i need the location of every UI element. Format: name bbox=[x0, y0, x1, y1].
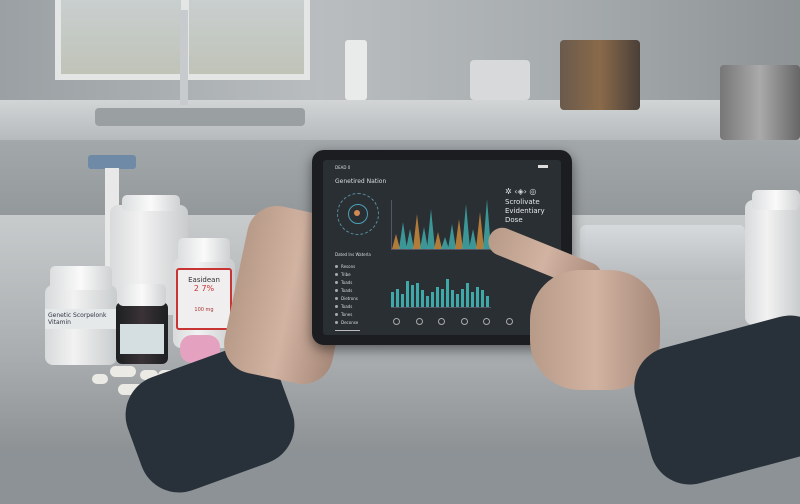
list-item-label: Toads bbox=[341, 287, 353, 293]
list-item[interactable]: Deconse bbox=[335, 318, 375, 326]
list-item[interactable]: Dietrons bbox=[335, 294, 375, 302]
bar bbox=[481, 290, 484, 307]
bar bbox=[476, 286, 479, 307]
peak bbox=[483, 199, 491, 249]
toaster bbox=[470, 60, 530, 100]
bottle-cap bbox=[122, 195, 180, 211]
peak bbox=[476, 212, 484, 249]
side-label: Dose bbox=[505, 216, 523, 224]
sink bbox=[95, 108, 305, 126]
peak bbox=[462, 204, 470, 249]
progress-line bbox=[335, 330, 360, 331]
bar bbox=[441, 288, 444, 307]
bar bbox=[451, 290, 454, 307]
list-item-label: Deconse bbox=[341, 319, 359, 325]
list-item-label: Tribe bbox=[341, 271, 351, 277]
control-button[interactable] bbox=[505, 318, 513, 325]
list-item[interactable]: Tones bbox=[335, 310, 375, 318]
bottles-background bbox=[560, 40, 640, 110]
bar bbox=[421, 290, 424, 307]
list-item-label: Toads bbox=[341, 279, 353, 285]
list-item[interactable]: Toads bbox=[335, 286, 375, 294]
razor-head bbox=[88, 155, 136, 169]
pill bbox=[118, 384, 144, 395]
bottle-dose: 2 7% bbox=[193, 284, 215, 293]
bar bbox=[406, 281, 409, 307]
list-item[interactable]: Tribe bbox=[335, 270, 375, 278]
gear-icon[interactable]: ✲ ‹◈› ◎ bbox=[505, 187, 537, 196]
bar bbox=[391, 292, 394, 307]
network-graph bbox=[337, 193, 379, 235]
bar bbox=[416, 282, 419, 307]
peak bbox=[448, 224, 456, 249]
bottle-cap bbox=[50, 266, 112, 290]
bottle-right bbox=[745, 200, 800, 325]
bottle-label: Genetic Scorpelonk Vitamin bbox=[45, 309, 117, 330]
peak bbox=[413, 214, 421, 249]
control-row bbox=[393, 318, 513, 325]
peak bbox=[434, 232, 442, 249]
control-button[interactable] bbox=[483, 318, 491, 325]
peak bbox=[420, 227, 428, 249]
list-item[interactable]: Toads bbox=[335, 302, 375, 310]
bottle-brand: Easidean bbox=[188, 276, 220, 284]
list-item-label: Toads bbox=[341, 303, 353, 309]
bar bbox=[466, 282, 469, 307]
peak bbox=[469, 229, 477, 249]
bar bbox=[446, 279, 449, 307]
peak bbox=[455, 219, 463, 249]
status-text: DEAD 0 bbox=[335, 165, 351, 170]
pill bbox=[92, 374, 108, 384]
dark-bottle bbox=[116, 302, 168, 364]
peak bbox=[392, 234, 400, 249]
bar bbox=[396, 288, 399, 307]
side-label: Scrolivate bbox=[505, 198, 540, 206]
pill bbox=[140, 370, 158, 380]
bottle-cap bbox=[178, 238, 230, 262]
peak bbox=[399, 222, 407, 249]
control-button[interactable] bbox=[393, 318, 400, 325]
bottle-left: Genetic Scorpelonk Vitamin bbox=[45, 285, 117, 365]
bar bbox=[471, 292, 474, 307]
bar bbox=[456, 294, 459, 307]
control-button[interactable] bbox=[415, 318, 423, 325]
bar bbox=[431, 292, 434, 307]
peak bbox=[427, 209, 435, 249]
list-item-label: Tones bbox=[341, 311, 353, 317]
paper-towel bbox=[345, 40, 367, 100]
side-label: Evidentiary bbox=[505, 207, 545, 215]
peak bbox=[406, 229, 414, 249]
peak bbox=[441, 237, 449, 249]
bar bbox=[486, 295, 489, 307]
bar bbox=[411, 284, 414, 307]
list-item-label: Resons bbox=[341, 263, 356, 269]
faucet bbox=[180, 10, 188, 105]
pill bbox=[110, 366, 136, 377]
bottle-cap bbox=[752, 190, 800, 210]
bottle-sub: 100 mg bbox=[194, 307, 214, 313]
list-item[interactable]: Toads bbox=[335, 278, 375, 286]
dashboard-title: Genetired Nation bbox=[335, 178, 387, 185]
red-label-bottle: Easidean 2 7% 100 mg bbox=[173, 258, 235, 348]
canisters bbox=[720, 65, 800, 140]
control-button[interactable] bbox=[438, 318, 446, 325]
bar bbox=[461, 288, 464, 307]
bar-chart bbox=[391, 270, 491, 308]
bar bbox=[401, 294, 404, 307]
control-button[interactable] bbox=[460, 318, 468, 325]
battery-icon bbox=[538, 165, 548, 168]
section-title: Dated Ins Waterla bbox=[335, 252, 371, 257]
peak-chart bbox=[391, 199, 491, 250]
bar bbox=[436, 286, 439, 307]
list-item-label: Dietrons bbox=[341, 295, 358, 301]
list-item[interactable]: Resons bbox=[335, 262, 375, 270]
bar bbox=[426, 295, 429, 307]
bottle-cap bbox=[118, 284, 166, 306]
